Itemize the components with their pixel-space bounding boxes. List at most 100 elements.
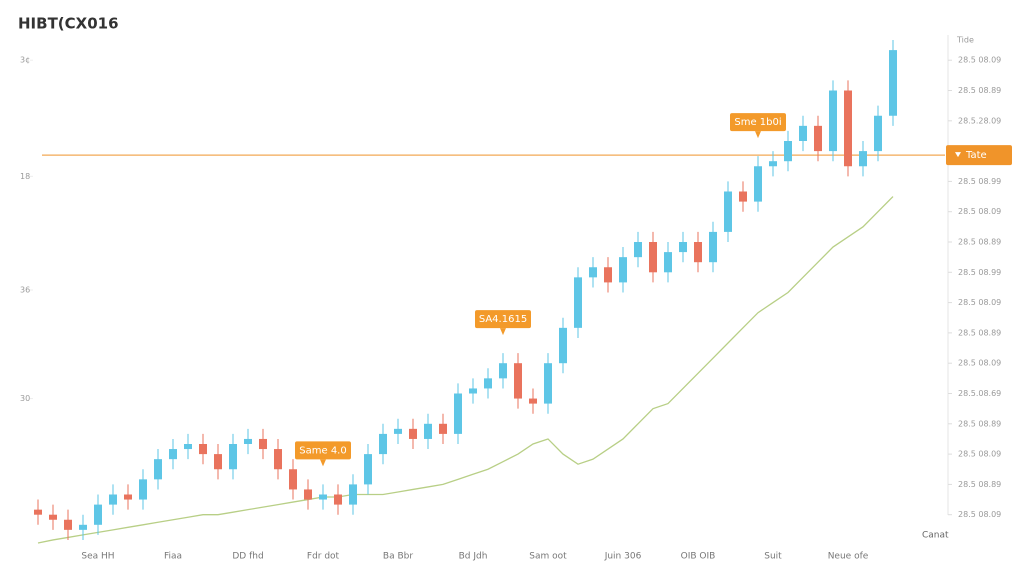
- y2-tick-label: 28.5 08.09: [958, 298, 1001, 307]
- y-tick-label: 30: [20, 394, 30, 403]
- annotation-pointer: [500, 328, 506, 336]
- candle-body: [64, 519, 72, 530]
- candle-body: [544, 363, 552, 404]
- y2-tick-label: 28.5 08.09: [958, 56, 1001, 65]
- candle-body: [844, 90, 852, 167]
- level-tag: [946, 145, 1012, 166]
- candle-body: [604, 267, 612, 283]
- candle-body: [499, 363, 507, 379]
- candle-body: [574, 277, 582, 328]
- x-tick-label: DD fhd: [232, 552, 263, 562]
- candle-body: [169, 449, 177, 460]
- candle-body: [259, 438, 267, 450]
- candle-body: [79, 524, 87, 530]
- candle-body: [214, 454, 222, 470]
- candle-body: [874, 115, 882, 152]
- footer-label: Canat: [922, 531, 949, 541]
- candle-body: [349, 484, 357, 505]
- candle-body: [724, 191, 732, 232]
- candle-body: [244, 438, 252, 444]
- candle-body: [859, 151, 867, 167]
- candle-body: [124, 494, 132, 500]
- candle-body: [469, 388, 477, 394]
- annotation-box: [475, 310, 531, 329]
- chart-title: HIBT(CX016: [18, 15, 119, 33]
- y2-tick-label: 28.5 08.99: [958, 177, 1001, 186]
- candle-body: [559, 327, 567, 364]
- y2-tick-label: 28.5 08.09: [958, 510, 1001, 519]
- candle-body: [454, 393, 462, 434]
- candle-body: [694, 242, 702, 263]
- candle-body: [829, 90, 837, 152]
- annotation-label: Same 4.0: [299, 445, 346, 456]
- candle-body: [394, 428, 402, 434]
- candle-body: [529, 398, 537, 404]
- annotation-label: SA4.1615: [479, 314, 527, 325]
- candle-body: [814, 125, 822, 152]
- x-tick-label: OIB OIB: [681, 552, 716, 562]
- y2-tick-label: 28.5 08.09: [958, 207, 1001, 216]
- candle-body: [769, 161, 777, 167]
- candle-body: [709, 231, 717, 263]
- y2-tick-label: 28.5 08.89: [958, 238, 1001, 247]
- candle-body: [154, 459, 162, 480]
- candle-body: [289, 469, 297, 490]
- annotation-pointer: [320, 459, 326, 467]
- corner-label: Tide: [956, 36, 974, 45]
- x-tick-label: Bd Jdh: [459, 552, 488, 562]
- candle-body: [679, 242, 687, 253]
- candle-body: [49, 514, 57, 520]
- candle-body: [439, 423, 447, 434]
- candle-body: [304, 489, 312, 500]
- candle-body: [334, 494, 342, 505]
- candle-body: [34, 509, 42, 515]
- candle-body: [199, 444, 207, 455]
- x-tick-label: Ba Bbr: [383, 552, 413, 562]
- x-tick-label: Fiaa: [164, 552, 182, 562]
- trend-line: [37, 196, 894, 544]
- candle-body: [364, 454, 372, 485]
- candle-body: [619, 257, 627, 283]
- candle-body: [889, 50, 897, 116]
- y2-tick-label: 28.5.28.09: [958, 116, 1001, 125]
- y-tick-label: 3¢: [20, 56, 30, 65]
- x-tick-label: Sam oot: [529, 552, 567, 562]
- y2-tick-label: 28.5 08.09: [958, 359, 1001, 368]
- x-tick-label: Fdr dot: [307, 552, 340, 562]
- candle-body: [649, 242, 657, 273]
- level-tag-arrow: [955, 152, 961, 158]
- candle-body: [484, 378, 492, 389]
- x-tick-label: Suit: [764, 552, 782, 562]
- level-tag-label: Tate: [965, 150, 987, 161]
- x-tick-label: Juin 306: [604, 552, 642, 562]
- candle-body: [184, 444, 192, 450]
- annotation-label: Sme 1b0i: [734, 117, 781, 128]
- candle-body: [379, 433, 387, 455]
- candle-body: [109, 494, 117, 505]
- annotation-pointer: [755, 131, 761, 139]
- annotation-box: [730, 113, 786, 132]
- y2-tick-label: 28.5.08.69: [958, 389, 1001, 398]
- candle-body: [799, 125, 807, 141]
- candle-body: [94, 504, 102, 525]
- candle-body: [514, 363, 522, 399]
- y2-tick-label: 28.5 08.09: [958, 450, 1001, 459]
- y2-tick-label: 28.5 08.89: [958, 419, 1001, 428]
- candle-body: [739, 191, 747, 202]
- candle-body: [319, 494, 327, 500]
- candle-body: [139, 479, 147, 500]
- candle-body: [274, 449, 282, 470]
- y-tick-label: 18: [20, 172, 30, 181]
- y-tick-label: 36: [20, 285, 30, 294]
- x-tick-label: Sea HH: [81, 552, 114, 562]
- candle-body: [664, 252, 672, 273]
- y2-tick-label: 28.5 08.99: [958, 268, 1001, 277]
- candle-body: [634, 242, 642, 258]
- y2-tick-label: 28.5 08.89: [958, 480, 1001, 489]
- candle-body: [229, 444, 237, 470]
- candle-body: [784, 141, 792, 162]
- x-tick-label: Neue ofe: [828, 552, 869, 562]
- candle-body: [754, 166, 762, 202]
